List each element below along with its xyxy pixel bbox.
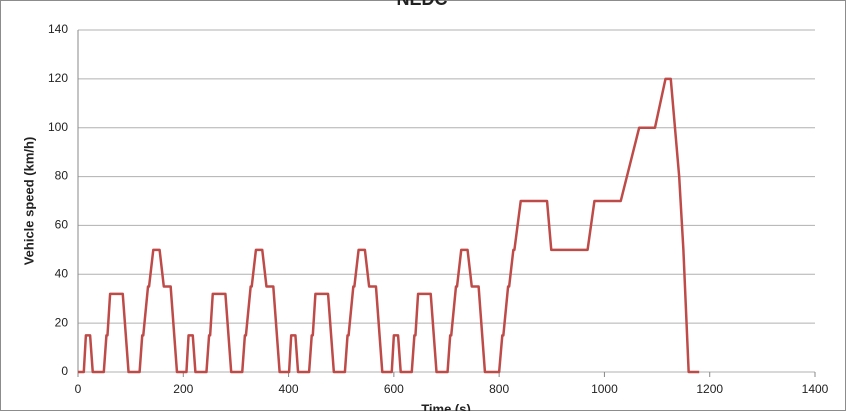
x-tick-label: 800 [489,382,509,396]
x-tick-label: 1000 [591,382,618,396]
y-tick-label: 120 [48,71,68,85]
x-tick-label: 1400 [802,382,829,396]
x-tick-label: 200 [173,382,193,396]
data-line [78,77,700,374]
y-tick-label: 100 [48,120,68,134]
x-tick-label: 600 [384,382,404,396]
y-tick-label: 40 [55,266,69,280]
y-tick-label: 0 [61,364,68,378]
y-axis-title: Vehicle speed (km/h) [21,137,36,266]
y-tick-label: 20 [55,315,69,329]
y-tick-label: 80 [55,169,69,183]
x-tick-label: 1200 [696,382,723,396]
y-tick-label: 60 [55,218,69,232]
y-tick-label: 140 [48,22,68,36]
x-axis-title: Time (s) [421,401,471,411]
chart-title: NEDC [396,0,447,9]
x-tick-label: 0 [75,382,82,396]
x-tick-label: 400 [279,382,299,396]
